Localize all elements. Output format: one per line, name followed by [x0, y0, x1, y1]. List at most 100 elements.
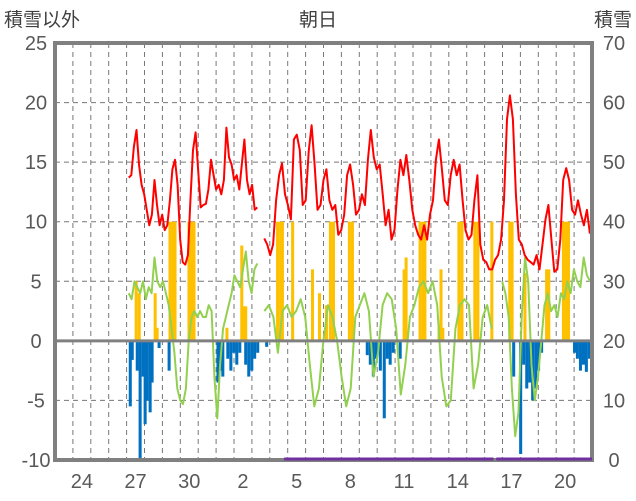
x-tick-label: 11	[394, 471, 415, 493]
orange-bar	[225, 327, 229, 341]
blue-bar	[391, 340, 395, 353]
left-tick-label: 20	[25, 93, 47, 115]
blue-bar	[143, 340, 147, 425]
blue-bar	[250, 340, 254, 371]
orange-bar	[279, 221, 283, 341]
orange-bar	[242, 306, 246, 341]
orange-bar	[566, 221, 570, 341]
orange-bar	[418, 221, 422, 341]
x-tick-label: 24	[71, 471, 93, 493]
blue-bar	[573, 340, 577, 353]
orange-bar	[153, 293, 157, 341]
orange-bar	[328, 221, 332, 341]
blue-bar	[232, 340, 236, 353]
x-tick-label: 14	[447, 471, 469, 493]
blue-bar	[575, 340, 579, 359]
blue-bar	[385, 340, 389, 359]
left-axis-title: 積雪以外	[4, 9, 80, 31]
left-tick-label: 15	[25, 152, 47, 174]
blue-bar	[374, 340, 378, 359]
right-tick-label: 0	[608, 450, 619, 472]
blue-bar	[534, 340, 538, 389]
left-tick-label: 5	[30, 271, 41, 293]
right-tick-label: 60	[603, 93, 625, 115]
blue-bar	[150, 340, 154, 383]
blue-bar	[157, 340, 161, 349]
blue-bar	[365, 340, 369, 356]
orange-bar	[508, 221, 512, 341]
blue-bar	[265, 340, 269, 347]
right-tick-label: 50	[603, 152, 625, 174]
green-line	[263, 280, 493, 408]
orange-bar	[244, 306, 248, 341]
orange-bar	[490, 221, 494, 341]
orange-bar	[168, 221, 172, 341]
orange-bar	[190, 221, 194, 341]
blue-bar	[512, 340, 516, 377]
right-axis-title: 積雪	[594, 9, 632, 31]
orange-bar	[441, 327, 445, 341]
orange-bar	[404, 257, 408, 341]
orange-bar	[402, 269, 406, 341]
blue-bar	[216, 340, 220, 383]
blue-bar	[128, 340, 132, 407]
red-line	[263, 94, 591, 273]
right-tick-label: 40	[603, 212, 625, 234]
blue-bar	[256, 340, 260, 353]
orange-bar	[423, 221, 427, 341]
blue-bar	[528, 340, 532, 383]
orange-bar	[547, 269, 551, 341]
blue-bar	[148, 340, 152, 413]
orange-bar	[350, 221, 354, 341]
orange-bar	[173, 221, 177, 341]
blue-bar	[584, 340, 588, 372]
orange-bar	[240, 245, 244, 341]
x-tick-label: 30	[178, 471, 200, 493]
blue-bar	[382, 340, 386, 419]
blue-bar	[371, 340, 375, 377]
left-tick-label: -10	[22, 450, 51, 472]
orange-bar	[276, 221, 280, 341]
blue-bar	[388, 340, 392, 365]
orange-bar	[310, 269, 315, 341]
orange-bar	[439, 269, 443, 341]
orange-bar	[545, 269, 549, 341]
x-tick-label: 8	[345, 471, 356, 493]
blue-bar	[247, 340, 251, 377]
orange-bar	[473, 221, 477, 341]
orange-bar	[137, 293, 141, 341]
blue-bar	[145, 340, 149, 401]
orange-bar	[171, 221, 175, 341]
left-tick-label: 10	[25, 212, 47, 234]
orange-bar	[317, 293, 321, 341]
chart-title: 朝日	[299, 9, 337, 31]
orange-bar	[280, 221, 284, 341]
orange-bar	[561, 221, 565, 341]
blue-bar	[238, 340, 242, 353]
blue-bar	[578, 340, 582, 371]
x-tick-label: 27	[124, 471, 146, 493]
left-tick-label: 0	[30, 331, 41, 353]
blue-bar	[141, 340, 145, 377]
orange-bar	[523, 272, 527, 341]
blue-bar	[581, 340, 586, 365]
plot-frame	[53, 41, 594, 462]
green-line	[501, 256, 592, 438]
green-line	[127, 250, 259, 420]
blue-bar	[525, 340, 529, 389]
blue-bar	[368, 340, 372, 365]
orange-bar	[331, 221, 335, 341]
left-tick-label: 25	[25, 33, 47, 55]
blue-bar	[398, 340, 402, 359]
blue-bar	[537, 340, 541, 371]
orange-bar	[155, 327, 159, 341]
blue-bar	[522, 340, 526, 365]
orange-bar	[291, 221, 295, 341]
blue-bar	[135, 340, 139, 371]
gridlines	[55, 43, 592, 460]
right-tick-label: 10	[603, 390, 625, 412]
blue-bar	[587, 340, 591, 359]
x-tick-label: 20	[554, 471, 576, 493]
line-series	[127, 94, 592, 438]
